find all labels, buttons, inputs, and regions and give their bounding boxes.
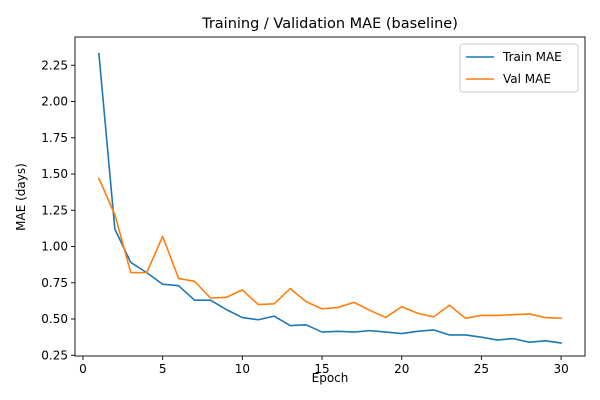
axes-frame [74,36,586,357]
y-tick-label: 2.00 [41,95,68,109]
y-tick-label: 1.25 [41,203,68,217]
y-tick-label: 1.50 [41,167,68,181]
plot-area: 0 5 10 15 20 25 30 0.25 0.50 0.75 1.00 1.25 1.50 1.75… [41,36,586,376]
series-line-train-mae [98,52,562,344]
y-axis-label: MAE (days) [14,163,28,231]
y-tick-label: 0.50 [41,312,68,326]
x-tick-label: 10 [235,362,250,376]
x-tick-label: 5 [159,362,167,376]
legend-label-train-mae: Train MAE [502,50,562,64]
legend: Train MAE Val MAE [459,43,579,93]
y-tick-label: 2.25 [41,58,68,72]
x-tick-label: 20 [394,362,409,376]
x-tick-label: 0 [79,362,87,376]
x-tick-label: 15 [314,362,329,376]
x-axis-label: Epoch [312,371,349,385]
y-tick-label: 1.00 [41,240,68,254]
y-tick-label: 0.75 [41,276,68,290]
series-line-val-mae [97,177,562,320]
legend-label-val-mae: Val MAE [503,72,551,86]
y-tick-label: 1.75 [41,131,68,145]
legend-box [459,43,579,93]
x-tick-label: 25 [474,362,489,376]
y-tick-label: 0.25 [41,348,68,362]
chart-title: Training / Validation MAE (baseline) [201,16,458,32]
x-tick-label: 30 [553,362,568,376]
